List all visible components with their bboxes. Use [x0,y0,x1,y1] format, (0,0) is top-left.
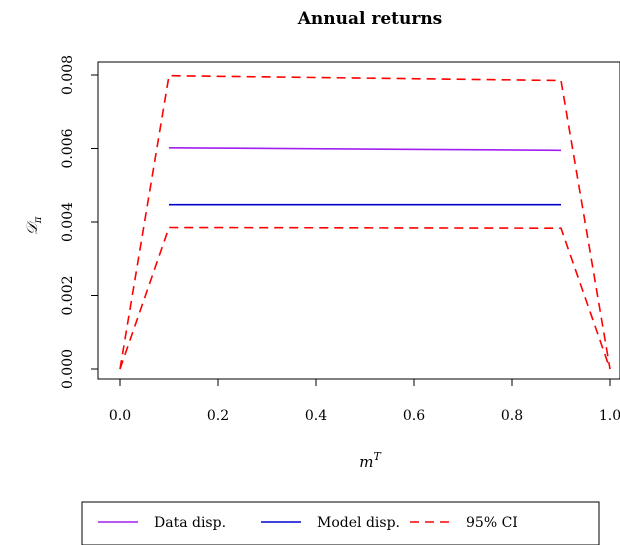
x-tick-label: 0.8 [501,408,523,424]
y-tick-label: 0.000 [60,349,76,389]
x-tick-label: 0.6 [403,408,425,424]
y-axis-label-sub: π [33,216,44,224]
series-layer [119,74,611,370]
x-axis-label-base: m [359,453,373,471]
series-line-95-ci [119,74,611,370]
x-tick-label: 1.0 [599,408,620,424]
chart-title: Annual returns [297,9,443,29]
y-tick-label: 0.004 [60,202,76,242]
series-line-data-disp [168,147,562,152]
legend-label-data-disp: Data disp. [154,515,226,531]
y-tick-label: 0.002 [60,275,76,315]
x-axis-ticks: 0.0 0.2 0.4 0.6 0.8 1.0 [109,379,620,424]
legend: Data disp. Model disp. 95% CI [98,515,518,531]
y-axis-label-base: 𝒟 [23,220,41,235]
x-axis-label: mT [359,450,382,471]
legend-box [81,501,600,545]
series-line-ci-lower [119,226,611,370]
y-tick-label: 0.006 [60,128,76,168]
y-tick-label: 0.008 [60,55,76,95]
x-tick-label: 0.0 [109,408,131,424]
x-axis-label-sup: T [373,450,382,463]
legend-label-95-ci: 95% CI [466,515,518,531]
y-axis-ticks: 0.000 0.002 0.004 0.006 0.008 [60,55,98,389]
y-axis-label: 𝒟π [23,216,44,235]
x-tick-label: 0.4 [305,408,327,424]
plot-area [97,61,620,380]
x-tick-label: 0.2 [207,408,229,424]
legend-label-model-disp: Model disp. [317,515,400,531]
